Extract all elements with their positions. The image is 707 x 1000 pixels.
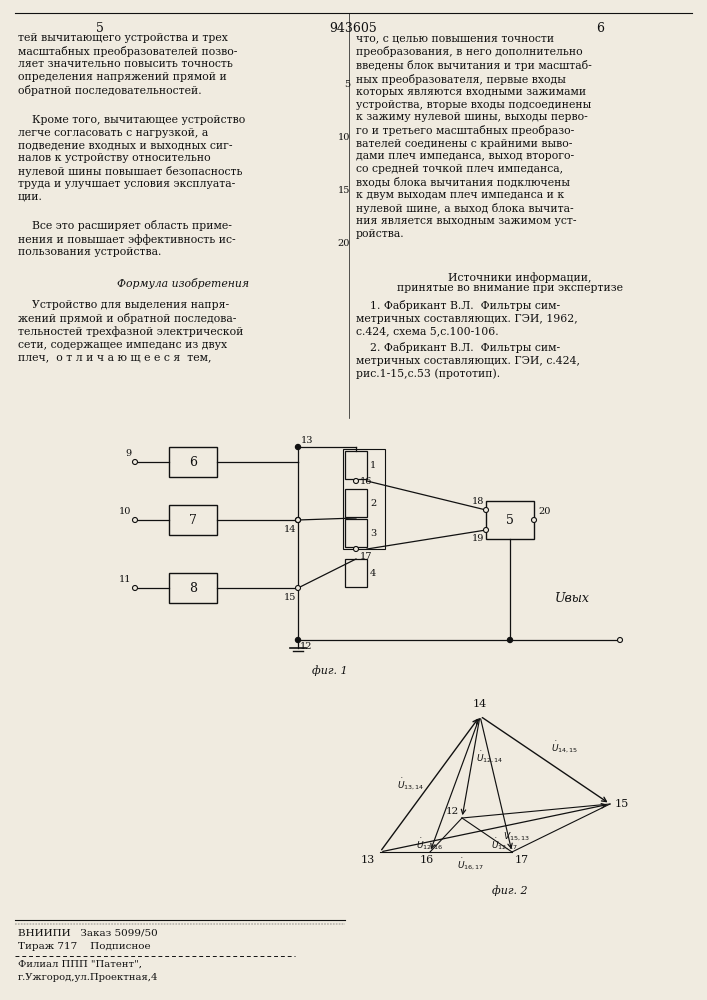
Text: 1. Фабрикант В.Л.  Фильтры сим-
метричных составляющих. ГЭИ, 1962,
с.424, схема : 1. Фабрикант В.Л. Фильтры сим- метричных… bbox=[356, 300, 578, 336]
Circle shape bbox=[296, 638, 300, 643]
Text: 10: 10 bbox=[338, 133, 350, 142]
Circle shape bbox=[354, 546, 358, 552]
Bar bbox=[343, 449, 385, 549]
Text: фиг. 1: фиг. 1 bbox=[312, 665, 348, 676]
Text: $\dot{U}_{12, 17}$: $\dot{U}_{12, 17}$ bbox=[491, 837, 518, 852]
Text: 13: 13 bbox=[301, 436, 313, 445]
Circle shape bbox=[132, 460, 137, 464]
Text: 2: 2 bbox=[370, 498, 376, 508]
Text: 15: 15 bbox=[284, 593, 296, 602]
Text: 2. Фабрикант В.Л.  Фильтры сим-
метричных составляющих. ГЭИ, с.424,
рис.1-15,с.5: 2. Фабрикант В.Л. Фильтры сим- метричных… bbox=[356, 342, 580, 379]
Text: Тираж 717    Подписное: Тираж 717 Подписное bbox=[18, 942, 151, 951]
Circle shape bbox=[132, 518, 137, 522]
Bar bbox=[345, 559, 367, 587]
Text: 17: 17 bbox=[360, 552, 373, 561]
Text: 17: 17 bbox=[515, 855, 529, 865]
Text: 15: 15 bbox=[615, 799, 629, 809]
Text: 20: 20 bbox=[338, 239, 350, 248]
Text: $\dot{U}_{12,16}$: $\dot{U}_{12,16}$ bbox=[416, 837, 444, 852]
Text: Источники информации,: Источники информации, bbox=[448, 272, 592, 283]
Text: 5: 5 bbox=[506, 514, 514, 526]
Text: Формула изобретения: Формула изобретения bbox=[117, 278, 249, 289]
Text: 13: 13 bbox=[361, 855, 375, 865]
Circle shape bbox=[508, 638, 513, 643]
Text: 18: 18 bbox=[472, 497, 484, 506]
Bar bbox=[169, 447, 217, 477]
Text: 14: 14 bbox=[473, 699, 487, 709]
Text: 20: 20 bbox=[538, 507, 550, 516]
Text: 5: 5 bbox=[96, 22, 104, 35]
Text: $\dot{U}_{14, 15}$: $\dot{U}_{14, 15}$ bbox=[551, 740, 578, 755]
Text: тей вычитающего устройства и трех
масштабных преобразователей позво-
ляет значит: тей вычитающего устройства и трех масшта… bbox=[18, 33, 238, 96]
Text: фиг. 2: фиг. 2 bbox=[492, 885, 528, 896]
Circle shape bbox=[484, 508, 489, 512]
Text: 16: 16 bbox=[360, 477, 373, 486]
Circle shape bbox=[296, 518, 300, 522]
Text: 943605: 943605 bbox=[329, 22, 377, 35]
Text: 8: 8 bbox=[189, 582, 197, 594]
Text: $\dot{U}_{12, 14}$: $\dot{U}_{12, 14}$ bbox=[476, 750, 503, 765]
Text: 5: 5 bbox=[344, 80, 350, 89]
Bar bbox=[169, 505, 217, 535]
Text: принятые во внимание при экспертизе: принятые во внимание при экспертизе bbox=[397, 283, 623, 293]
Text: 12: 12 bbox=[300, 642, 312, 651]
Text: г.Ужгород,ул.Проектная,4: г.Ужгород,ул.Проектная,4 bbox=[18, 973, 158, 982]
Bar bbox=[345, 451, 367, 479]
Circle shape bbox=[296, 518, 300, 522]
Circle shape bbox=[296, 585, 300, 590]
Text: 10: 10 bbox=[119, 507, 131, 516]
Bar bbox=[345, 519, 367, 547]
Text: 1: 1 bbox=[370, 460, 376, 470]
Text: 6: 6 bbox=[596, 22, 604, 35]
Text: Uвых: Uвых bbox=[555, 591, 590, 604]
Circle shape bbox=[354, 479, 358, 484]
Bar bbox=[486, 501, 534, 539]
Text: 12: 12 bbox=[445, 807, 459, 816]
Circle shape bbox=[132, 585, 137, 590]
Text: 19: 19 bbox=[472, 534, 484, 543]
Text: ВНИИПИ   Заказ 5099/50: ВНИИПИ Заказ 5099/50 bbox=[18, 928, 158, 937]
Text: $\dot{U}_{13, 14}$: $\dot{U}_{13, 14}$ bbox=[397, 776, 425, 792]
Text: 3: 3 bbox=[370, 528, 376, 538]
Text: 7: 7 bbox=[189, 514, 197, 526]
Bar bbox=[345, 489, 367, 517]
Circle shape bbox=[617, 638, 622, 643]
Text: $\dot{U}_{16, 17}$: $\dot{U}_{16, 17}$ bbox=[457, 857, 485, 872]
Text: 6: 6 bbox=[189, 456, 197, 468]
Text: что, с целью повышения точности
преобразования, в него дополнительно
введены бло: что, с целью повышения точности преобраз… bbox=[356, 33, 592, 239]
Bar bbox=[169, 573, 217, 603]
Circle shape bbox=[296, 444, 300, 450]
Text: Кроме того, вычитающее устройство
легче согласовать с нагрузкой, а
подведение вх: Кроме того, вычитающее устройство легче … bbox=[18, 115, 245, 202]
Text: Все это расширяет область приме-
нения и повышает эффективность ис-
пользования : Все это расширяет область приме- нения и… bbox=[18, 220, 235, 257]
Text: 15: 15 bbox=[338, 186, 350, 195]
Text: 4: 4 bbox=[370, 568, 376, 578]
Circle shape bbox=[532, 518, 537, 522]
Text: 16: 16 bbox=[420, 855, 434, 865]
Text: $V_{15, 13}$: $V_{15, 13}$ bbox=[503, 831, 530, 843]
Text: 11: 11 bbox=[119, 575, 131, 584]
Text: 14: 14 bbox=[284, 525, 296, 534]
Circle shape bbox=[484, 528, 489, 532]
Text: 9: 9 bbox=[125, 449, 131, 458]
Text: Филиал ППП "Патент",: Филиал ППП "Патент", bbox=[18, 960, 142, 969]
Text: Устройство для выделения напря-
жений прямой и обратной последова-
тельностей тр: Устройство для выделения напря- жений пр… bbox=[18, 300, 243, 363]
